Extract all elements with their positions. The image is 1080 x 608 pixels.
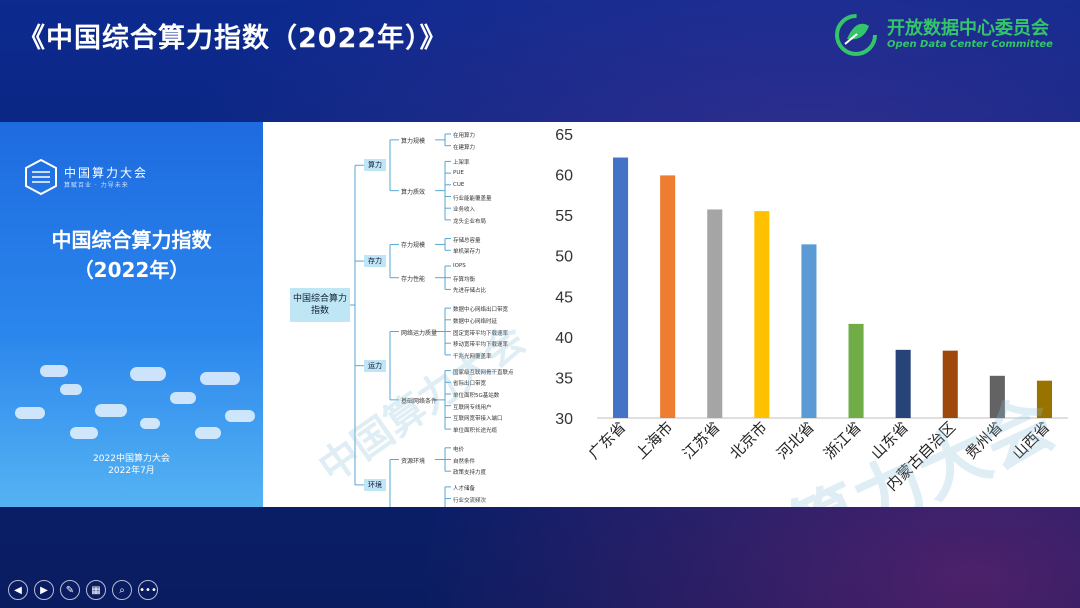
- mindmap-group: 存力规模: [401, 242, 426, 250]
- mindmap-group: 算力质效: [401, 188, 426, 196]
- mindmap-leaf: 先进存储占比: [453, 288, 487, 295]
- mindmap-leaf: 行业能能覆盖量: [453, 195, 492, 202]
- x-tick-label: 广东省: [585, 418, 630, 463]
- mindmap-leaf: 在建算力: [453, 144, 476, 151]
- conference-cube-icon: [25, 158, 57, 196]
- zoom-button[interactable]: ⌕: [112, 580, 132, 600]
- mindmap-leaf: 移动宽带平均下载速率: [453, 342, 509, 349]
- logo-text-cn: 开放数据中心委员会: [887, 18, 1049, 39]
- y-tick-label: 45: [555, 289, 573, 306]
- mindmap-root: 中国综合算力指数: [290, 288, 350, 322]
- mindmap-group: 市场环境: [401, 506, 425, 507]
- slide-image: 中国算力大会 算赋百业 · 力导未来 中国综合算力指数 （2022年） 2022…: [0, 122, 1080, 507]
- pen-tool-button[interactable]: ✎: [60, 580, 80, 600]
- cover-date: 2022年7月: [108, 466, 155, 476]
- mindmap-group: 算力规模: [401, 137, 426, 145]
- mindmap-leaf: 政策支持力度: [453, 470, 487, 477]
- x-tick-label: 北京市: [726, 418, 771, 463]
- mindmap-branch: 环境: [364, 478, 386, 491]
- mindmap-group: 网络运力质量: [401, 329, 438, 337]
- odcc-logo: 开放数据中心委员会 Open Data Center Committee: [833, 12, 1058, 58]
- odcc-leaf-icon: [835, 14, 877, 56]
- mindmap-leaf: 千兆光网覆盖率: [453, 353, 492, 360]
- mindmap-leaf: 单位面积5G基站数: [453, 393, 500, 399]
- province-index-chart: 30 35 40 45 50 55 60 65 广东省 上海市 江苏省 北京市 河北省 浙江省 山东省 内蒙古…: [553, 122, 1080, 507]
- mindmap-leaf: 存算均衡: [453, 276, 476, 283]
- mindmap-branch: 运力: [364, 359, 386, 372]
- mindmap-leaf: 国家级互联网骨干直联点: [453, 369, 514, 376]
- next-slide-button[interactable]: ▶: [34, 580, 54, 600]
- y-tick-label: 40: [555, 330, 573, 347]
- mindmap-leaf: IOPS: [453, 263, 466, 269]
- bar: [707, 209, 723, 418]
- prev-slide-button[interactable]: ◀: [8, 580, 28, 600]
- y-tick-label: 30: [555, 411, 573, 428]
- bar: [942, 350, 958, 418]
- x-tick-label: 山东省: [867, 418, 912, 463]
- mindmap-branch: 存力: [364, 255, 386, 268]
- y-tick-label: 55: [555, 208, 573, 225]
- mindmap-leaf: PUE: [453, 170, 464, 177]
- x-tick-label: 上海市: [632, 418, 677, 463]
- mindmap-connectors: [350, 133, 451, 507]
- mindmap-leaf: 上架率: [453, 160, 470, 167]
- mindmap-leaf: 单位面积长途光缆: [453, 428, 498, 435]
- mindmap-leaf: 自然条件: [453, 458, 476, 465]
- mindmap-leaf: 龙头企业布局: [453, 218, 487, 225]
- y-tick-label: 35: [555, 370, 573, 387]
- bar: [660, 175, 676, 418]
- conference-name: 中国算力大会: [64, 166, 149, 180]
- presentation-controls: ◀ ▶ ✎ ▦ ⌕ •••: [8, 580, 158, 600]
- mindmap-leaf: 固定宽带平均下载速率: [453, 330, 509, 337]
- logo-text-en: Open Data Center Committee: [887, 39, 1053, 50]
- cover-title: 中国综合算力指数: [51, 228, 212, 252]
- y-tick-label: 65: [555, 127, 573, 144]
- x-tick-label: 江苏省: [679, 418, 724, 463]
- bar: [895, 349, 911, 418]
- mindmap-leaf: 电价: [453, 446, 465, 453]
- y-tick-label: 50: [555, 249, 573, 266]
- mindmap-branch: 算力: [364, 159, 386, 172]
- mindmap-leaf: 互联网宽带接入端口: [453, 416, 503, 423]
- bar: [848, 323, 864, 418]
- y-tick-label: 60: [555, 168, 573, 185]
- bar: [989, 375, 1005, 418]
- mindmap-leaf: 互联网专线用户: [453, 404, 492, 411]
- mindmap-leaf: 业务收入: [453, 207, 476, 214]
- x-tick-label: 山西省: [1009, 418, 1054, 463]
- mindmap-group: 基础网络条件: [401, 397, 438, 405]
- mindmap-leaf: 数据中心网络出口带宽: [453, 307, 509, 314]
- conference-slogan: 算赋百业 · 力导未来: [64, 182, 129, 189]
- bar: [801, 244, 817, 418]
- cover-organizer: 2022中国算力大会: [93, 454, 170, 464]
- x-tick-label: 贵州省: [962, 418, 1007, 463]
- mindmap-leaf: 在用算力: [453, 133, 476, 139]
- page-title: 《中国综合算力指数（2022年）》: [18, 23, 448, 54]
- x-tick-label: 河北省: [773, 418, 818, 463]
- cover-year: （2022年）: [73, 258, 190, 282]
- bar: [613, 157, 629, 418]
- mindmap-leaf: CUE: [453, 181, 465, 188]
- cover-panel: 中国算力大会 算赋百业 · 力导未来 中国综合算力指数 （2022年） 2022…: [0, 122, 263, 507]
- mindmap-leaf: 省际出口带宽: [453, 381, 487, 388]
- bar: [754, 211, 770, 418]
- bar: [1036, 380, 1052, 418]
- mindmap-leaf: 存储总容量: [453, 237, 481, 244]
- mindmap-group: 资源环境: [401, 457, 426, 465]
- slide-overview-button[interactable]: ▦: [86, 580, 106, 600]
- x-tick-label: 浙江省: [820, 418, 865, 463]
- mindmap-leaf: 单机架存力: [453, 249, 481, 256]
- mindmap-leaf: 人才储备: [453, 485, 476, 492]
- conference-logo: 中国算力大会 算赋百业 · 力导未来: [24, 158, 184, 198]
- index-mindmap: 中国综合算力指数 在用算力在建算力 算力规模上架率 PUE CUE 行业能能覆盖量 业务收…: [263, 122, 553, 507]
- mindmap-leaf: 数据中心网络时延: [453, 318, 498, 325]
- more-options-button[interactable]: •••: [138, 580, 158, 600]
- mindmap-leaf: 行业交流频次: [453, 497, 487, 504]
- mindmap-group: 存力性能: [401, 275, 426, 283]
